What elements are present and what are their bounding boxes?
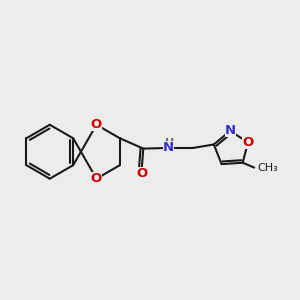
Text: O: O	[91, 118, 102, 131]
Text: O: O	[91, 172, 102, 185]
Text: N: N	[224, 124, 236, 137]
Text: CH₃: CH₃	[257, 163, 278, 172]
Text: O: O	[136, 167, 147, 180]
Text: N: N	[163, 141, 174, 154]
Text: H: H	[165, 138, 174, 148]
Text: O: O	[242, 136, 253, 149]
